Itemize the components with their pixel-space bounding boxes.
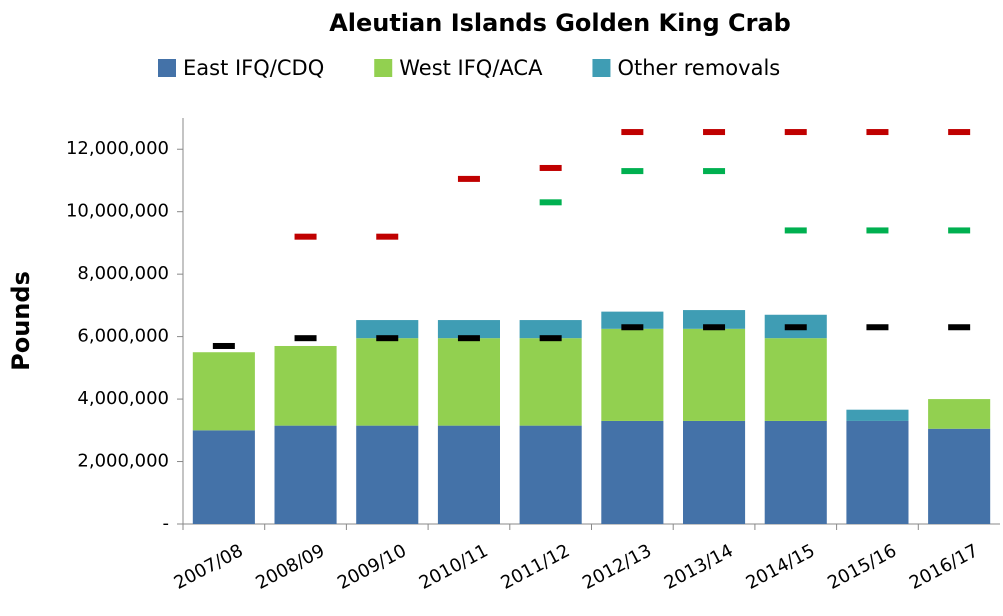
marker-dash <box>457 335 480 342</box>
marker-dash <box>866 324 889 331</box>
bar-segment <box>274 345 337 426</box>
marker-dash <box>784 227 807 234</box>
bar-segment <box>601 311 664 329</box>
bar-segment <box>192 352 255 431</box>
bar-segment <box>437 320 500 339</box>
y-axis-title: Pounds <box>7 271 35 371</box>
marker-dash <box>621 168 644 175</box>
y-tick-label: 2,000,000 <box>77 451 169 472</box>
marker-dash <box>621 324 644 331</box>
bar-segment <box>928 399 991 429</box>
x-tick-label: 2007/08 <box>171 540 247 594</box>
x-tick-label: 2013/14 <box>661 540 737 594</box>
bar-segment <box>437 425 500 524</box>
legend-swatch <box>592 59 611 77</box>
bar-segment <box>601 420 664 524</box>
y-tick-label: 4,000,000 <box>77 388 169 409</box>
marker-dash <box>866 129 889 136</box>
x-tick-label: 2009/10 <box>334 540 410 594</box>
legend-label: Other removals <box>617 56 780 80</box>
y-tick-label: 6,000,000 <box>77 326 169 347</box>
marker-dash <box>212 342 235 349</box>
bar-segment <box>764 338 827 421</box>
bar-segment <box>519 320 582 339</box>
legend-swatch <box>158 59 176 77</box>
x-tick-label: 2014/15 <box>743 540 819 594</box>
marker-dash <box>539 164 562 171</box>
marker-dash <box>457 175 480 182</box>
x-tick-label: 2008/09 <box>252 540 328 594</box>
y-tick-label: - <box>163 513 170 534</box>
bar-segment <box>846 420 909 524</box>
y-tick-label: 8,000,000 <box>77 263 169 284</box>
marker-dash <box>784 129 807 136</box>
bar-segment <box>356 425 419 524</box>
bar-segment <box>519 338 582 426</box>
bar-segment <box>356 320 419 339</box>
x-tick-label: 2016/17 <box>906 540 982 594</box>
bar-segment <box>846 409 909 421</box>
bar-segment <box>683 420 746 524</box>
bar-segment <box>928 428 991 524</box>
bar-segment <box>601 328 664 421</box>
marker-dash <box>948 227 971 234</box>
bar-segment <box>274 425 337 524</box>
legend-label: West IFQ/ACA <box>399 56 543 80</box>
marker-dash <box>866 227 889 234</box>
x-tick-label: 2011/12 <box>497 540 573 594</box>
marker-dash <box>294 233 317 240</box>
legend-label: East IFQ/CDQ <box>183 56 324 80</box>
marker-dash <box>539 199 562 206</box>
bar-segment <box>683 328 746 421</box>
marker-dash <box>376 335 399 342</box>
marker-dash <box>948 129 971 136</box>
marker-dash <box>948 324 971 331</box>
y-tick-label: 12,000,000 <box>66 138 169 159</box>
marker-dash <box>784 324 807 331</box>
chart-title: Aleutian Islands Golden King Crab <box>329 9 791 37</box>
marker-dash <box>539 335 562 342</box>
bar-segment <box>519 425 582 524</box>
marker-dash <box>294 335 317 342</box>
x-tick-label: 2015/16 <box>824 540 900 594</box>
bar-segment <box>356 338 419 426</box>
marker-dash <box>621 129 644 136</box>
bar-segment <box>764 420 827 524</box>
x-tick-label: 2010/11 <box>416 540 492 594</box>
marker-dash <box>376 233 399 240</box>
bar-segment <box>192 430 255 524</box>
x-tick-label: 2012/13 <box>579 540 655 594</box>
bar-segment <box>437 338 500 426</box>
bar-segment <box>683 310 746 329</box>
marker-dash <box>703 129 726 136</box>
y-tick-label: 10,000,000 <box>66 201 169 222</box>
marker-dash <box>703 168 726 175</box>
legend-swatch <box>374 59 393 77</box>
marker-dash <box>703 324 726 331</box>
